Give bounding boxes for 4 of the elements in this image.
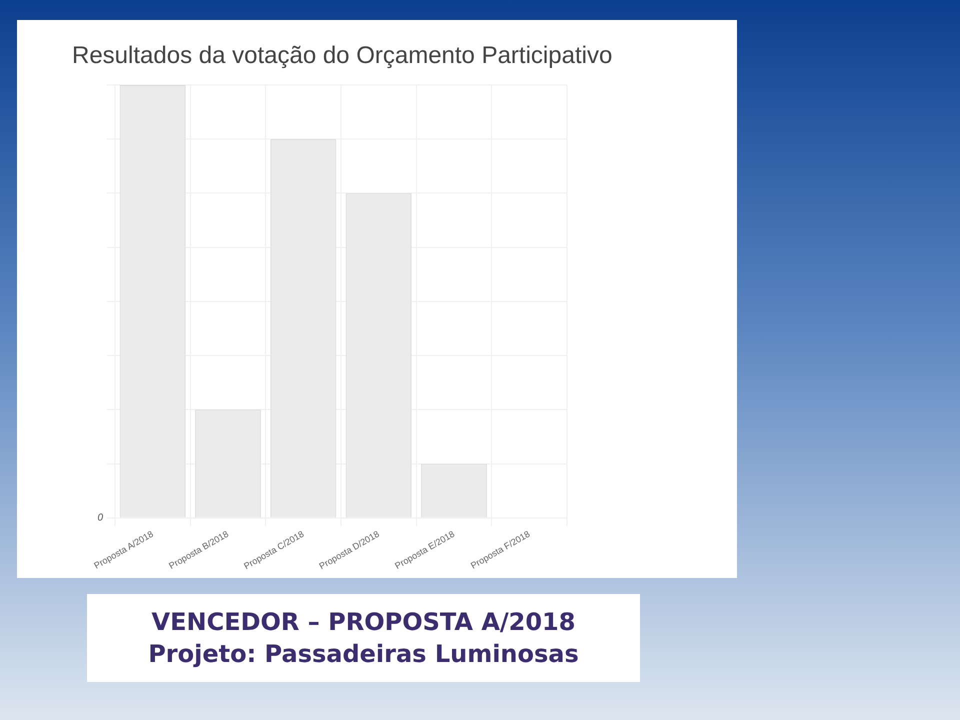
text: VENCEDOR – PROPOSTA A/2018 bbox=[150, 606, 576, 638]
text: Projeto: Passadeiras Luminosas bbox=[147, 639, 580, 670]
chart-title: Resultados da votação do Orçamento Participativo bbox=[72, 42, 612, 70]
text: 0 bbox=[97, 512, 104, 524]
